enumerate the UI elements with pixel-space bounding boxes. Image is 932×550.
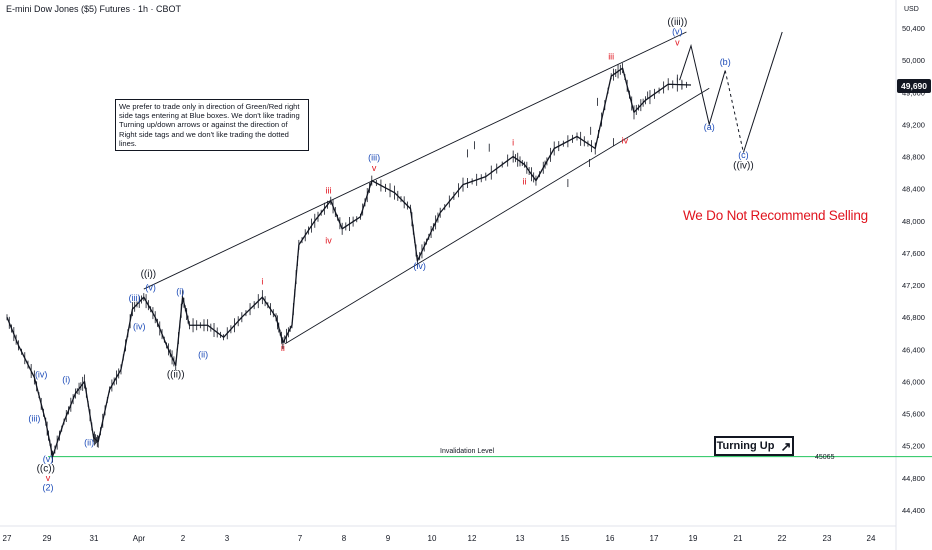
wave-label: (iii)	[129, 293, 141, 303]
price-tick-label: 45,600	[902, 410, 925, 419]
turning-up-badge: Turning Up ↗	[714, 436, 794, 456]
time-tick-label: 29	[43, 534, 52, 543]
price-tick-label: 46,000	[902, 377, 925, 386]
wave-label: iv	[325, 235, 332, 245]
wave-label: (iv)	[35, 369, 48, 379]
wave-label: ((c))	[37, 463, 55, 474]
wave-label: iii	[608, 51, 614, 61]
recommendation-text: We Do Not Recommend Selling	[683, 208, 868, 223]
time-tick-label: 9	[386, 534, 391, 543]
wave-label: (v)	[145, 283, 156, 293]
wave-label: i	[261, 276, 263, 286]
price-tick-label: 44,800	[902, 474, 925, 483]
wave-label: ((i))	[141, 269, 157, 280]
time-tick-label: 2	[181, 534, 186, 543]
time-tick-label: 19	[689, 534, 698, 543]
price-tick-label: 46,800	[902, 313, 925, 322]
currency-label: USD	[904, 6, 919, 13]
wave-label: (a)	[704, 122, 715, 132]
wave-label: i	[512, 137, 514, 147]
time-tick-label: 21	[734, 534, 743, 543]
wave-label: (i)	[176, 287, 184, 297]
wave-label: v	[372, 163, 377, 173]
price-tick-label: 50,000	[902, 56, 925, 65]
projection-solid-after	[742, 31, 783, 153]
chart-title: E-mini Dow Jones ($5) Futures · 1h · CBO…	[6, 4, 182, 14]
price-tick-label: 49,200	[902, 120, 925, 129]
wave-label: ((iv))	[733, 161, 754, 172]
current-price-badge: 49,690	[897, 79, 931, 93]
time-tick-label: 15	[561, 534, 570, 543]
upper-channel-line	[143, 31, 687, 290]
wave-label: (iii)	[28, 414, 40, 424]
price-tick-label: 48,000	[902, 217, 925, 226]
wave-label: (ii)	[84, 438, 94, 448]
price-tick-label: 44,400	[902, 506, 925, 515]
wave-label: (b)	[720, 57, 731, 67]
trend-lines	[48, 31, 932, 458]
turning-label: Turning Up	[716, 440, 775, 452]
projection-dotted	[724, 70, 744, 153]
time-tick-label: 16	[606, 534, 615, 543]
price-tick-label: 50,400	[902, 24, 925, 33]
wave-label: (c)	[738, 150, 749, 160]
lower-channel-line	[284, 87, 710, 345]
time-tick-label: 3	[225, 534, 230, 543]
time-tick-label: Apr	[133, 534, 146, 543]
time-tick-label: 23	[823, 534, 832, 543]
price-tick-label: 45,200	[902, 442, 925, 451]
projection-solid	[679, 43, 726, 127]
price-tick-label: 48,400	[902, 185, 925, 194]
time-tick-label: 10	[428, 534, 437, 543]
wave-label: (v)	[43, 454, 54, 464]
wave-label: iii	[325, 185, 331, 195]
price-line	[6, 67, 692, 458]
wave-label: (v)	[672, 26, 683, 36]
price-tick-label: 46,400	[902, 345, 925, 354]
time-tick-label: 8	[342, 534, 347, 543]
time-axis: 27 29 31 Apr 2 3 7 8 9 10 12 13 15 16 17 19 21 22 23 24	[3, 534, 876, 543]
time-tick-label: 17	[650, 534, 659, 543]
wave-label: ii	[523, 177, 527, 187]
price-tick-label: 47,200	[902, 281, 925, 290]
wave-label: (iv)	[133, 321, 146, 331]
wave-label: v	[675, 38, 680, 48]
wave-label: (iii)	[368, 153, 380, 163]
price-tick-label: 48,800	[902, 153, 925, 162]
wave-label: (ii)	[198, 349, 208, 359]
wave-label: iv	[622, 136, 629, 146]
time-tick-label: 12	[468, 534, 477, 543]
wave-label: (2)	[43, 483, 54, 493]
price-series	[6, 63, 692, 463]
wave-label: ((ii))	[167, 369, 185, 380]
time-tick-label: 7	[298, 534, 303, 543]
time-tick-label: 27	[3, 534, 12, 543]
projection-path	[679, 31, 783, 153]
wave-labels: ((i)) (v) (iii) (iv) (i) (ii) ((ii)) (iv) (iii) (…	[28, 17, 753, 493]
invalidation-value: 45065	[815, 454, 835, 461]
wave-label: (iv)	[413, 261, 426, 271]
time-tick-label: 31	[90, 534, 99, 543]
invalidation-label: Invalidation Level	[440, 448, 495, 455]
time-tick-label: 22	[778, 534, 787, 543]
price-tick-label: 47,600	[902, 249, 925, 258]
time-tick-label: 13	[516, 534, 525, 543]
price-axis: 50,40050,00049,60049,20048,80048,40048,0…	[902, 24, 925, 515]
wave-label: v	[46, 473, 51, 483]
wave-label: ii	[281, 343, 285, 353]
wave-label: (i)	[62, 374, 70, 384]
wave-label: ((iii))	[667, 17, 687, 28]
arrow-up-right-icon: ↗	[780, 438, 792, 454]
trading-note: We prefer to trade only in direction of …	[115, 99, 309, 152]
time-tick-label: 24	[867, 534, 876, 543]
